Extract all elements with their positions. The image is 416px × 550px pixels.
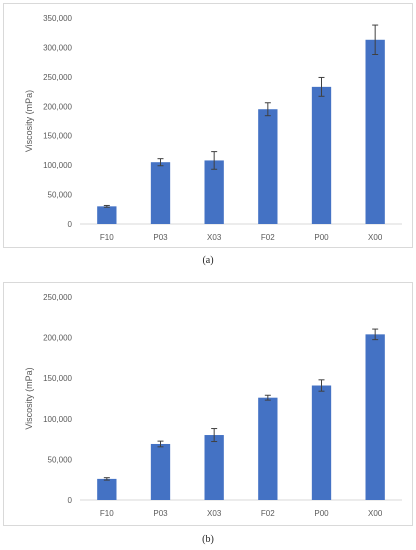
x-tick-label-x00: X00	[368, 509, 383, 518]
error-bar-f02	[264, 102, 271, 117]
y-tick-label: 150,000	[43, 374, 72, 383]
y-tick-label: 0	[68, 496, 73, 505]
bar-f10	[97, 478, 117, 500]
caption-b: (b)	[202, 534, 214, 545]
x-tick-label-f02: F02	[261, 509, 275, 518]
viscosity-bar-chart-a: Viscosity (mPa) 0 50,000 100,000 150,000 200,…	[24, 14, 402, 242]
bar-p03	[150, 443, 171, 500]
y-tick-label: 150,000	[43, 132, 72, 141]
chart-panel-a: Viscosity (mPa) 0 50,000 100,000 150,000 200,…	[3, 3, 413, 248]
error-bar-f10	[103, 477, 110, 481]
error-bar-f10	[103, 204, 110, 208]
bar-p00	[311, 86, 332, 224]
y-tick-label: 250,000	[43, 73, 72, 82]
y-tick-label: 200,000	[43, 102, 72, 111]
error-bar-x00	[372, 24, 379, 55]
bar-p03	[150, 162, 171, 224]
error-bar-x00	[372, 328, 379, 341]
y-tick-label: 0	[68, 220, 73, 229]
y-tick-label: 200,000	[43, 334, 72, 343]
y-tick-label: 100,000	[43, 161, 72, 170]
bar-x03	[204, 160, 224, 224]
viscosity-bar-chart-b: Viscosity (mPa) 0 50,000 100,000 150,000 200,…	[24, 293, 402, 518]
y-tick-label: 250,000	[43, 293, 72, 302]
x-tick-label-p03: P03	[153, 509, 168, 518]
y-tick-label: 50,000	[48, 191, 73, 200]
x-tick-label-f10: F10	[100, 233, 114, 242]
error-bar-p03	[157, 440, 164, 448]
bar-f10	[97, 206, 117, 224]
y-tick-label: 350,000	[43, 14, 72, 23]
x-tick-label-x03: X03	[207, 509, 222, 518]
y-axis-title: Viscosity (mPa)	[24, 90, 34, 152]
error-bar-x03	[211, 428, 218, 443]
error-bar-p00	[318, 76, 325, 97]
caption-a: (a)	[202, 255, 214, 266]
y-axis-title: Viscosity (mPa)	[24, 367, 34, 429]
x-tick-label-f02: F02	[261, 233, 275, 242]
bar-p00	[311, 385, 332, 500]
error-bar-x03	[211, 151, 218, 170]
x-tick-label-p03: P03	[153, 233, 168, 242]
error-bar-p03	[157, 158, 164, 167]
bar-x00	[365, 39, 385, 224]
bar-x03	[204, 435, 224, 500]
bar-x00	[365, 334, 385, 500]
x-tick-label-p00: P00	[314, 233, 329, 242]
chart-panel-b: Viscosity (mPa) 0 50,000 100,000 150,000 200,…	[3, 282, 413, 526]
x-tick-label-p00: P00	[314, 509, 329, 518]
y-tick-label: 100,000	[43, 415, 72, 424]
y-tick-label: 300,000	[43, 43, 72, 52]
bar-f02	[258, 397, 278, 500]
x-tick-label-f10: F10	[100, 509, 114, 518]
x-tick-label-x03: X03	[207, 233, 222, 242]
bar-f02	[258, 109, 278, 224]
error-bar-p00	[318, 379, 325, 392]
y-tick-label: 50,000	[48, 455, 73, 464]
x-tick-label-x00: X00	[368, 233, 383, 242]
error-bar-f02	[264, 394, 271, 401]
